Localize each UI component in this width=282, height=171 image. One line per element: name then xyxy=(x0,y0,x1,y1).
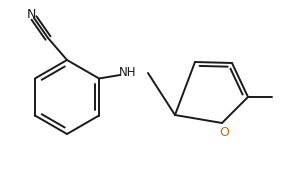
Text: O: O xyxy=(219,127,229,140)
Text: NH: NH xyxy=(119,67,137,80)
Text: N: N xyxy=(26,8,36,21)
